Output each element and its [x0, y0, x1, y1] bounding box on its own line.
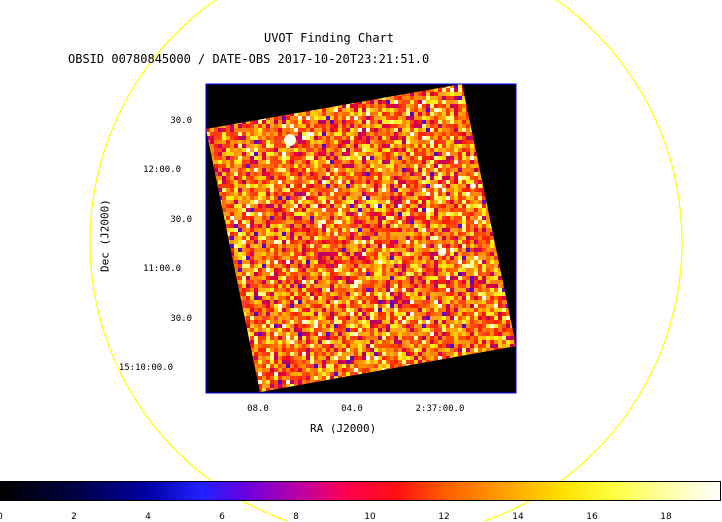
y-tick-label: 15:10:00.0 — [93, 364, 173, 373]
y-tick-label: 12:00.0 — [101, 166, 181, 175]
x-tick-label: 2:37:00.0 — [410, 405, 470, 414]
x-tick-label: 04.0 — [322, 405, 382, 414]
colorbar-gradient — [0, 481, 721, 501]
chart-subtitle: OBSID 00780845000 / DATE-OBS 2017-10-20T… — [68, 53, 429, 65]
y-tick-label: 11:00.0 — [101, 265, 181, 274]
x-axis-label: RA (J2000) — [310, 423, 376, 434]
bright-source — [438, 248, 446, 256]
y-tick-label: 30.0 — [112, 117, 192, 126]
exposure-noise — [206, 84, 518, 396]
x-tick-label: 08.0 — [228, 405, 288, 414]
chart-title: UVOT Finding Chart — [0, 32, 658, 44]
y-tick-label: 30.0 — [112, 216, 192, 225]
y-tick-label: 30.0 — [112, 315, 192, 324]
y-axis-label: Dec (J2000) — [100, 196, 111, 276]
sky-image — [206, 84, 518, 396]
bright-source — [470, 183, 476, 189]
bright-source — [284, 134, 296, 146]
